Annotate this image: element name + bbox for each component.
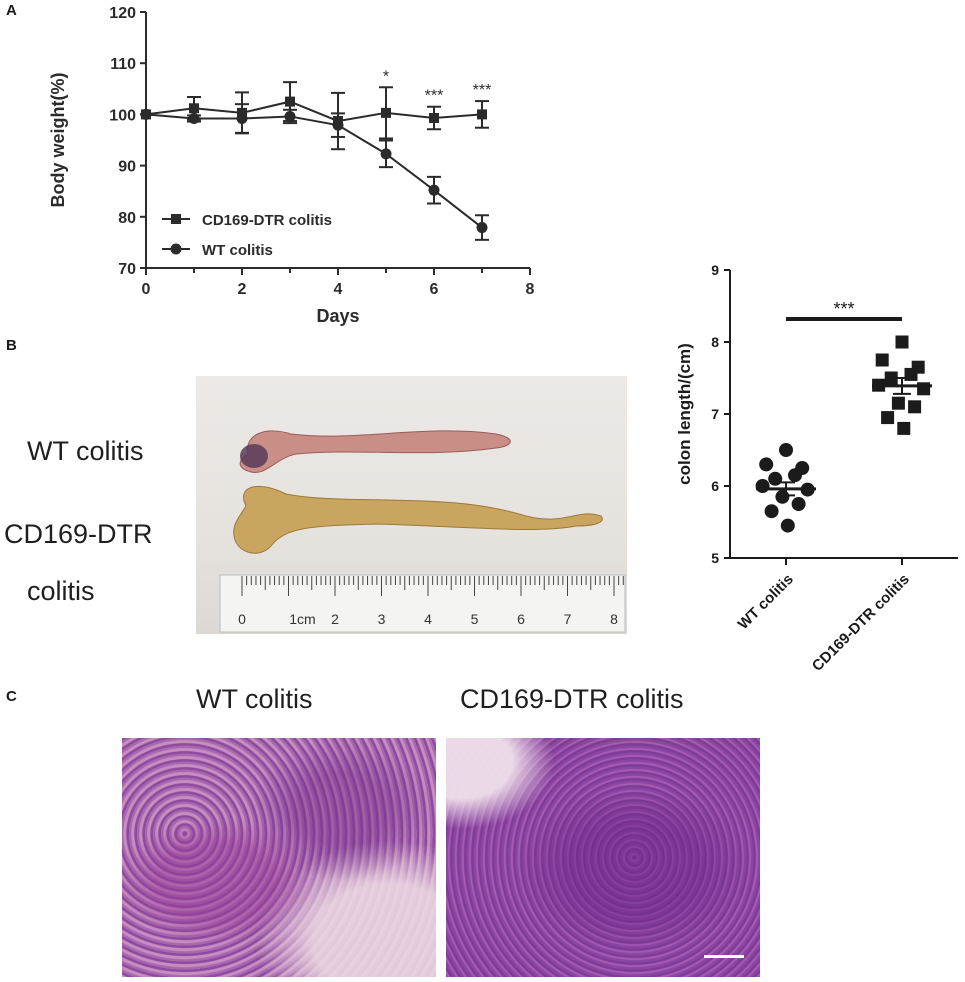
x-tick-label: WT colitis bbox=[735, 571, 797, 633]
x-tick-label: 8 bbox=[526, 281, 535, 298]
data-point-circle bbox=[780, 518, 795, 533]
colon-photo-drawing: 0 1cm 2 3 4 5 6 7 8 bbox=[219, 430, 629, 633]
y-tick-label: 5 bbox=[711, 550, 719, 566]
y-tick-label: 7 bbox=[711, 406, 719, 422]
significance-marker: * bbox=[383, 68, 389, 85]
y-axis-label: colon length/(cm) bbox=[675, 343, 694, 485]
series-line-1 bbox=[145, 113, 483, 229]
data-point-circle bbox=[332, 119, 344, 131]
data-point-square bbox=[897, 421, 911, 435]
ruler-number: 4 bbox=[424, 611, 432, 627]
data-point-square bbox=[895, 335, 909, 349]
series-line-0 bbox=[145, 100, 483, 123]
significance-marker: *** bbox=[473, 82, 492, 99]
data-point-square bbox=[477, 109, 487, 120]
data-point-circle bbox=[788, 468, 802, 483]
ruler bbox=[219, 574, 626, 633]
data-point-circle bbox=[428, 184, 440, 196]
data-point-circle bbox=[380, 148, 392, 160]
significance-marker: *** bbox=[425, 88, 444, 105]
data-point-square bbox=[917, 382, 931, 396]
colon-photo: 0 1cm 2 3 4 5 6 7 8 bbox=[196, 376, 629, 634]
y-axis-label: Body weight(%) bbox=[48, 73, 68, 208]
data-point-square bbox=[891, 396, 905, 410]
ruler-number: 5 bbox=[471, 611, 479, 627]
wt-colon-dark-end bbox=[240, 444, 268, 468]
y-tick-label: 110 bbox=[110, 56, 136, 73]
x-tick-label: CD169-DTR colitis bbox=[809, 571, 913, 675]
photo-label-dtr-line2: colitis bbox=[27, 576, 95, 606]
x-tick-label: 0 bbox=[142, 281, 151, 298]
y-tick-label: 100 bbox=[109, 107, 136, 124]
data-point-circle bbox=[236, 112, 248, 124]
y-tick-label: 8 bbox=[711, 334, 719, 350]
data-point-square bbox=[881, 411, 895, 425]
ruler-numbers: 0 1cm 2 3 4 5 6 7 8 bbox=[238, 611, 618, 627]
data-point-circle bbox=[755, 479, 770, 493]
data-point-circle bbox=[768, 471, 783, 486]
data-point-circle bbox=[759, 457, 774, 472]
y-tick-label: 6 bbox=[711, 478, 719, 494]
histology-title-wt: WT colitis bbox=[196, 684, 313, 714]
panel-label-a: A bbox=[6, 2, 17, 19]
y-tick-label: 120 bbox=[109, 5, 136, 22]
panel-label-c: C bbox=[6, 688, 17, 705]
wt-colon bbox=[239, 430, 511, 474]
photo-label-wt: WT colitis bbox=[27, 436, 144, 466]
ruler-number: 6 bbox=[517, 611, 525, 627]
data-point-square bbox=[908, 400, 922, 414]
dtr-colon bbox=[233, 485, 603, 554]
y-tick-label: 90 bbox=[118, 159, 136, 176]
panel-label-b: B bbox=[6, 337, 17, 354]
data-point-square bbox=[189, 103, 199, 114]
legend-marker-circle bbox=[170, 243, 182, 255]
x-axis-label: Days bbox=[316, 306, 359, 326]
data-point-square bbox=[884, 371, 898, 385]
ruler-number: 3 bbox=[378, 611, 386, 627]
x-tick-label: 2 bbox=[238, 281, 247, 298]
data-point-circle bbox=[188, 112, 200, 124]
ruler-number: 2 bbox=[331, 611, 339, 627]
data-point-square bbox=[875, 353, 889, 367]
legend-marker-square bbox=[171, 214, 181, 224]
ruler-number: 0 bbox=[238, 611, 246, 627]
photo-label-dtr-line1: CD169-DTR bbox=[4, 519, 153, 549]
legend-label: CD169-DTR colitis bbox=[202, 212, 332, 229]
histology-image-dtr bbox=[446, 738, 760, 977]
colon-length-chart: 5 6 7 8 9 colon length/(cm) WT colitis CD169-DT… bbox=[675, 262, 958, 675]
data-point-circle bbox=[775, 489, 790, 504]
y-tick-label: 70 bbox=[118, 261, 136, 278]
data-point-square bbox=[285, 96, 295, 107]
data-point-circle bbox=[476, 222, 488, 234]
x-tick-label: 6 bbox=[430, 281, 439, 298]
y-tick-label: 9 bbox=[711, 262, 719, 278]
data-point-square bbox=[429, 112, 439, 123]
histology-title-dtr: CD169-DTR colitis bbox=[460, 684, 684, 714]
ruler-number: 8 bbox=[610, 611, 618, 627]
ruler-number: 1cm bbox=[289, 611, 315, 627]
data-point-circle bbox=[140, 108, 152, 120]
data-point-square bbox=[381, 107, 391, 118]
ruler-ticks bbox=[241, 576, 629, 596]
ruler-number: 7 bbox=[564, 611, 572, 627]
data-point-circle bbox=[284, 110, 296, 122]
legend-label: WT colitis bbox=[202, 242, 273, 259]
histology-image-wt bbox=[122, 738, 436, 977]
data-point-circle bbox=[764, 504, 779, 519]
x-tick-label: 4 bbox=[334, 281, 343, 298]
data-point-circle bbox=[779, 443, 793, 457]
y-tick-label: 80 bbox=[118, 210, 136, 227]
data-point-circle bbox=[791, 497, 806, 511]
significance-marker: *** bbox=[833, 299, 854, 319]
scale-bar bbox=[704, 955, 744, 958]
